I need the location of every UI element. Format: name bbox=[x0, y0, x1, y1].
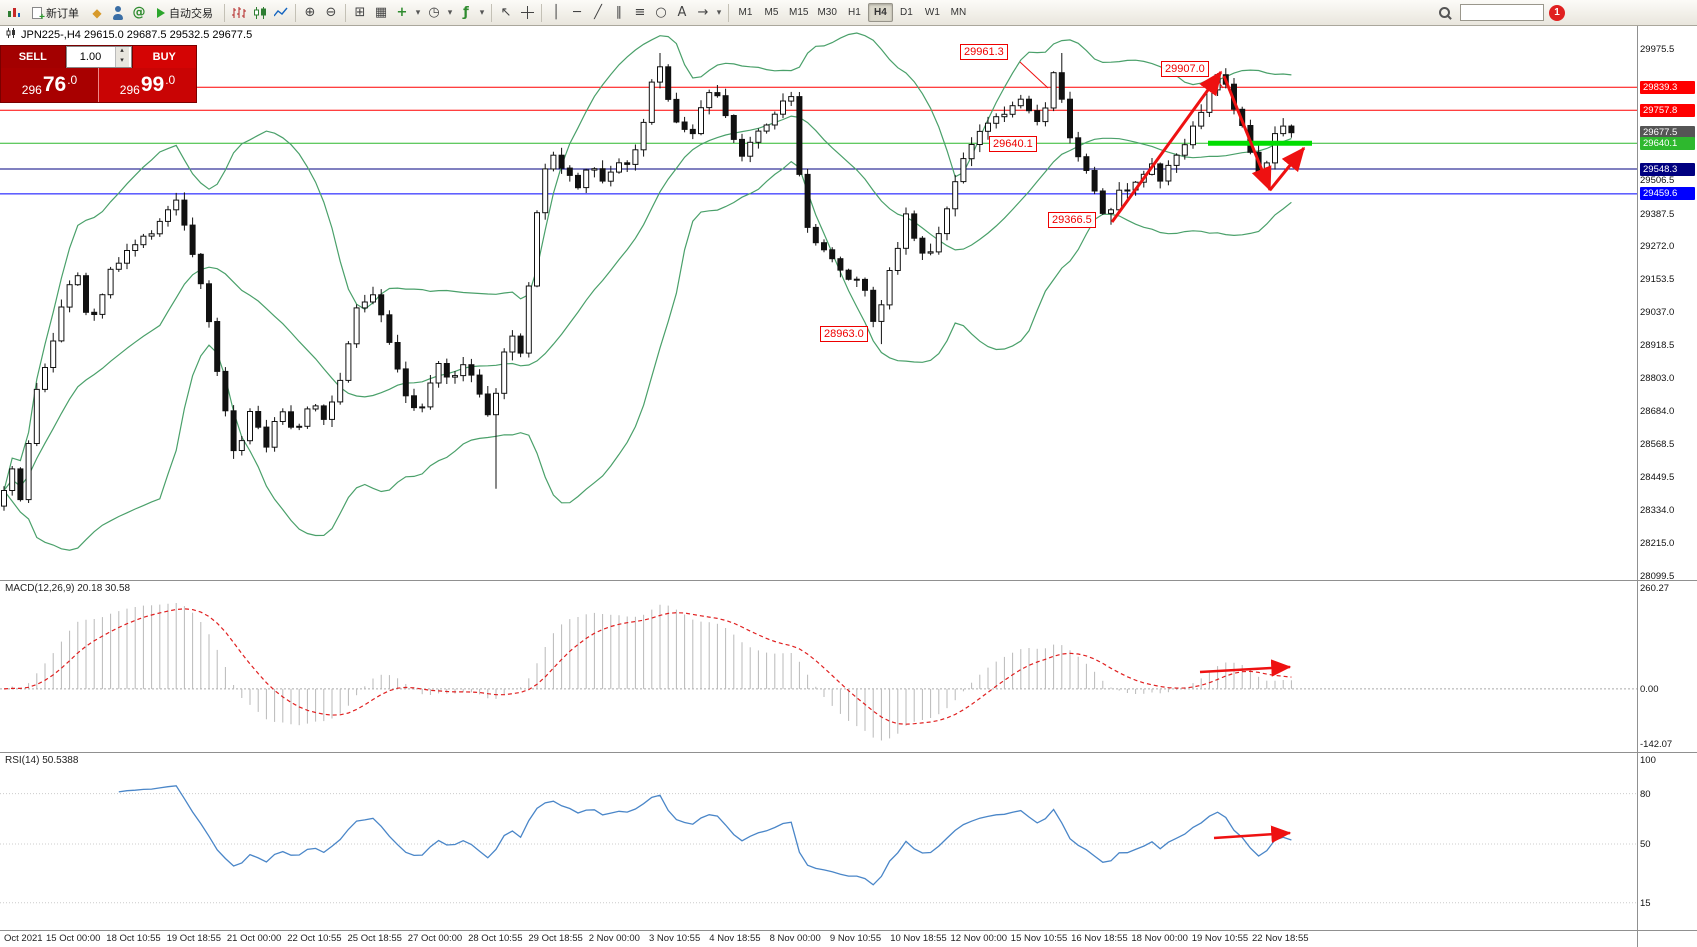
sell-button[interactable]: SELL bbox=[1, 46, 66, 68]
channel-tool-icon[interactable]: ∥ bbox=[615, 5, 623, 20]
auto-trading-button[interactable]: 自动交易 bbox=[150, 2, 220, 23]
trade-panel-top-row: SELL ▴ ▾ BUY bbox=[1, 46, 196, 68]
search-icon[interactable] bbox=[1435, 3, 1455, 23]
volume-spinner: ▴ ▾ bbox=[114, 47, 129, 67]
text-tool-icon[interactable]: A bbox=[677, 5, 687, 20]
timeframe-d1[interactable]: D1 bbox=[894, 3, 919, 22]
vertical-line-tool-icon[interactable]: │ bbox=[552, 5, 560, 20]
volume-up-button[interactable]: ▴ bbox=[120, 47, 124, 54]
cycles-icon[interactable]: ◷ bbox=[428, 5, 440, 20]
bar-chart-icon[interactable] bbox=[229, 3, 249, 23]
indicators-dropdown-icon[interactable]: ▾ bbox=[479, 7, 485, 18]
zoom-in-icon[interactable]: ⊕ bbox=[304, 5, 316, 20]
timeframe-mn[interactable]: MN bbox=[946, 3, 971, 22]
chart-title-text: JPN225-,H4 29615.0 29687.5 29532.5 29677… bbox=[21, 28, 253, 41]
buy-price[interactable]: 296 99.0 bbox=[99, 68, 196, 102]
volume-input[interactable] bbox=[66, 47, 115, 67]
toolbar-separator bbox=[541, 3, 542, 22]
timeframe-m1[interactable]: M1 bbox=[733, 3, 758, 22]
magnifier-glyph bbox=[1438, 6, 1452, 20]
timeframe-h1[interactable]: H1 bbox=[842, 3, 867, 22]
candlestick-chart-icon[interactable] bbox=[250, 3, 270, 23]
rsi-indicator-label: RSI(14) 50.5388 bbox=[5, 755, 79, 766]
crosshair-glyph bbox=[520, 6, 534, 19]
trade-panel-prices: 296 76.0 296 99.0 bbox=[1, 68, 196, 102]
timeframe-h4[interactable]: H4 bbox=[867, 3, 893, 22]
notification-badge[interactable]: 1 bbox=[1549, 4, 1565, 21]
trendline-tool-icon[interactable]: ╱ bbox=[594, 5, 602, 20]
toolbar-separator bbox=[295, 3, 296, 22]
horizontal-line-tool-icon[interactable]: ─ bbox=[573, 5, 581, 20]
app-icon bbox=[4, 3, 24, 23]
person-icon bbox=[112, 5, 124, 20]
cascade-windows-icon[interactable]: ▦ bbox=[374, 5, 388, 20]
chart-title: JPN225-,H4 29615.0 29687.5 29532.5 29677… bbox=[6, 28, 252, 41]
community-icon[interactable]: @ bbox=[132, 5, 146, 20]
search-input[interactable] bbox=[1460, 4, 1544, 21]
tools-dropdown-icon[interactable]: ▾ bbox=[716, 7, 722, 18]
toolbar-separator bbox=[345, 3, 346, 22]
volume-input-wrap: ▴ ▾ bbox=[65, 46, 132, 68]
macd-indicator-label: MACD(12,26,9) 20.18 30.58 bbox=[5, 583, 131, 594]
crosshair-icon[interactable] bbox=[517, 3, 537, 23]
new-chart-dropdown-icon[interactable]: ▾ bbox=[415, 7, 421, 18]
market-icon[interactable]: ◆ bbox=[92, 5, 102, 20]
buy-button[interactable]: BUY bbox=[131, 46, 196, 68]
sell-price[interactable]: 296 76.0 bbox=[1, 68, 99, 102]
toolbar-separator bbox=[728, 3, 729, 22]
indicators-icon[interactable]: ƒ bbox=[463, 5, 469, 20]
play-icon bbox=[157, 7, 165, 18]
toolbar-separator bbox=[491, 3, 492, 22]
ellipse-tool-icon[interactable]: ○ bbox=[655, 5, 667, 20]
zoom-out-icon[interactable]: ⊖ bbox=[325, 5, 337, 20]
volume-down-button[interactable]: ▾ bbox=[120, 57, 124, 64]
arrows-tool-icon[interactable]: → bbox=[697, 5, 709, 20]
new-order-button[interactable]: 新订单 bbox=[25, 2, 86, 23]
tile-windows-icon[interactable]: ⊞ bbox=[354, 5, 366, 20]
timeframe-m15[interactable]: M15 bbox=[785, 3, 812, 22]
chart-icon bbox=[6, 28, 16, 41]
new-order-icon bbox=[32, 6, 45, 23]
timeframe-w1[interactable]: W1 bbox=[920, 3, 945, 22]
toolbar-separator bbox=[224, 3, 225, 22]
profile-icon[interactable] bbox=[108, 3, 128, 23]
toolbar-right-group: 1 bbox=[1435, 3, 1565, 23]
new-order-label: 新订单 bbox=[46, 7, 79, 20]
new-chart-icon[interactable]: + bbox=[396, 5, 408, 20]
auto-trading-label: 自动交易 bbox=[169, 7, 213, 20]
timeframe-m5[interactable]: M5 bbox=[759, 3, 784, 22]
line-chart-icon[interactable] bbox=[271, 3, 291, 23]
cycles-dropdown-icon[interactable]: ▾ bbox=[447, 7, 453, 18]
toolbar: 新订单 ◆ @ 自动交易 ⊕ ⊖ ⊞ ▦ + ▾ ◷ ▾ ƒ ▾ ↖ bbox=[0, 0, 1697, 26]
timeframe-toolbar: M1 M5 M15 M30 H1 H4 D1 W1 MN bbox=[733, 3, 971, 22]
timeframe-m30[interactable]: M30 bbox=[813, 3, 840, 22]
fibonacci-tool-icon[interactable]: ≡ bbox=[634, 5, 646, 20]
cursor-icon[interactable]: ↖ bbox=[500, 5, 512, 20]
